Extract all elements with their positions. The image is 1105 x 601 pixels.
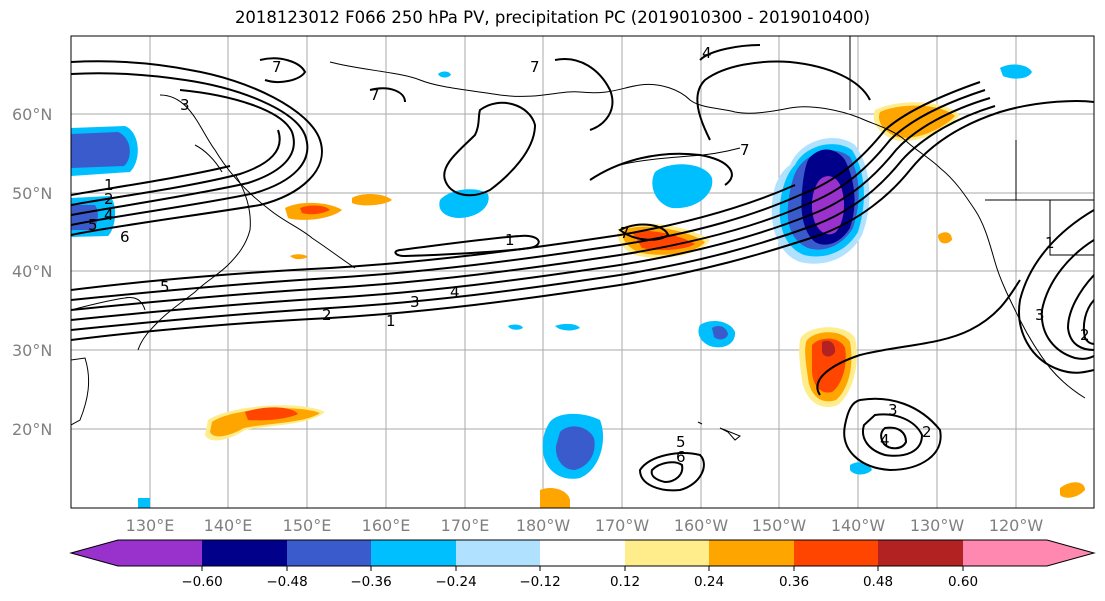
lon-label: 170°W: [595, 516, 650, 535]
colorbar-segment: [963, 540, 1094, 566]
lat-label: 50°N: [12, 184, 52, 203]
contour-label: 3: [1035, 306, 1045, 324]
colorbar-label: −0.24: [435, 574, 476, 590]
colorbar-label: 0.60: [948, 574, 978, 590]
lon-label: 170°E: [441, 516, 490, 535]
lon-label: 160°E: [362, 516, 411, 535]
lon-label: 130°E: [126, 516, 175, 535]
contour-label: 4: [880, 431, 890, 449]
pv-contours: [71, 44, 1094, 492]
map-frame: [70, 35, 1095, 509]
colorbar: −0.60 −0.48 −0.36 −0.24 −0.12 0.12 0.24 …: [69, 539, 1096, 590]
colorbar-label: −0.36: [350, 574, 391, 590]
contour-label: 3: [888, 401, 898, 419]
lat-label: 60°N: [12, 105, 52, 124]
colorbar-label: 0.36: [779, 574, 809, 590]
contour-label: 5: [160, 278, 170, 296]
colorbar-segment: [456, 540, 540, 566]
colorbar-segment: [794, 540, 878, 566]
colorbar-segment: [709, 540, 794, 566]
contour-label: 7: [272, 58, 282, 76]
pv-contour-labels: 1 2 3 4 5 6 7 1 2 3 4 5 1 2 3 4 5 6 7 7 …: [88, 44, 1090, 466]
colorbar-label: −0.12: [519, 574, 560, 590]
contour-label: 6: [676, 448, 686, 466]
contour-label: 7: [620, 224, 630, 242]
contour-label: 1: [104, 176, 114, 194]
lon-label: 160°W: [674, 516, 729, 535]
contour-label: 7: [740, 141, 750, 159]
contour-label: 4: [104, 206, 114, 224]
longitude-labels: 130°E 140°E 150°E 160°E 170°E 180°W 170°…: [126, 516, 1044, 535]
contour-label: 5: [88, 216, 98, 234]
colorbar-outline: [69, 539, 1096, 567]
map-title: 2018123012 F066 250 hPa PV, precipitatio…: [234, 8, 871, 27]
colorbar-label: 0.48: [863, 574, 893, 590]
contour-label: 3: [410, 293, 420, 311]
colorbar-segment: [540, 540, 625, 566]
colorbar-segment: [202, 540, 287, 566]
lon-label: 180°W: [516, 516, 571, 535]
lon-label: 140°E: [204, 516, 253, 535]
negative-anomaly-central: [138, 64, 1032, 508]
colorbar-segment: [71, 540, 202, 566]
lon-label: 150°E: [283, 516, 332, 535]
contour-label: 4: [702, 44, 712, 62]
colorbar-segment: [287, 540, 371, 566]
contour-label: 1: [505, 231, 515, 249]
contour-label: 1: [386, 312, 396, 330]
contour-label: 7: [370, 86, 380, 104]
colorbar-label: 0.12: [610, 574, 640, 590]
lat-label: 40°N: [12, 262, 52, 281]
contour-label: 7: [530, 58, 540, 76]
colorbar-ticks: [201, 566, 964, 571]
lon-label: 120°W: [989, 516, 1044, 535]
contour-label: 2: [104, 190, 114, 208]
lon-label: 140°W: [831, 516, 886, 535]
colorbar-label: −0.60: [181, 574, 222, 590]
latitude-labels: 60°N 50°N 40°N 30°N 20°N: [12, 105, 52, 439]
colorbar-segment: [625, 540, 709, 566]
lat-label: 30°N: [12, 341, 52, 360]
colorbar-segment: [878, 540, 963, 566]
contour-label: 1: [1045, 234, 1055, 252]
colorbar-label: 0.24: [694, 574, 724, 590]
colorbar-segment: [371, 540, 456, 566]
contour-label: 2: [922, 423, 932, 441]
contour-label: 2: [322, 306, 332, 324]
lon-label: 150°W: [752, 516, 807, 535]
colorbar-label: −0.48: [266, 574, 307, 590]
negative-anomaly-northwest: [71, 126, 138, 237]
lat-label: 20°N: [12, 420, 52, 439]
contour-label: 4: [450, 283, 460, 301]
lon-label: 130°W: [910, 516, 965, 535]
contour-label: 2: [1080, 326, 1090, 344]
contour-label: 3: [180, 96, 190, 114]
contour-label: 5: [676, 433, 686, 451]
contour-label: 6: [120, 228, 130, 246]
